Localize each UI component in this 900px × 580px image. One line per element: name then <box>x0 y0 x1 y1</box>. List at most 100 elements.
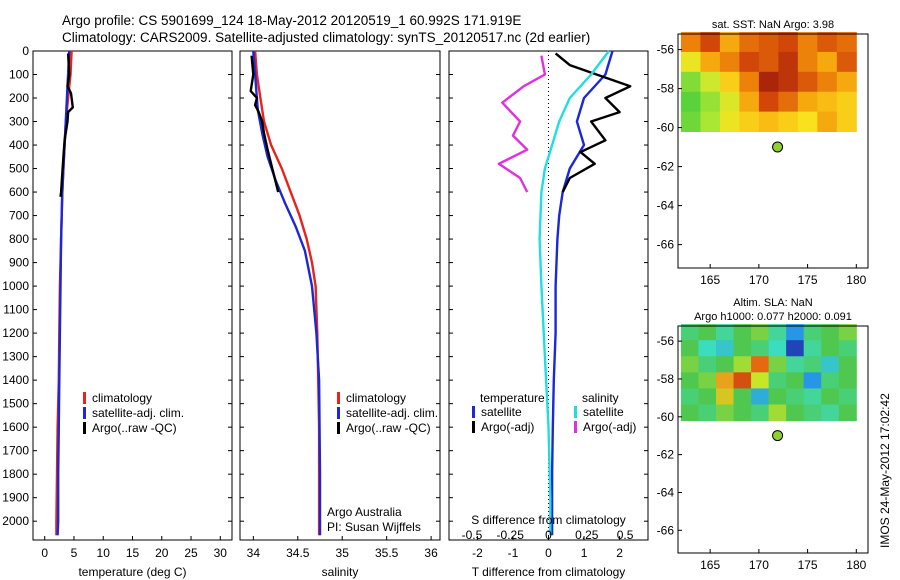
legend-entry: satellite <box>481 405 522 419</box>
heatmap-cell <box>836 51 857 73</box>
legend-swatch <box>83 422 86 434</box>
heatmap-cell <box>733 356 752 373</box>
heatmap-cell <box>719 51 740 73</box>
y-tick-label: -66 <box>657 523 675 537</box>
x-axis-label: temperature (deg C) <box>78 565 186 579</box>
x-tick-label: 170 <box>749 273 769 287</box>
x-tick-label: 25 <box>184 546 198 560</box>
heatmap-cell <box>680 91 701 113</box>
heatmap-cell <box>838 404 857 422</box>
x-tick-label: 10 <box>97 546 111 560</box>
heatmap-cell <box>680 340 699 357</box>
heatmap-cell <box>680 388 699 406</box>
heatmap-cell <box>700 111 721 132</box>
temperature-profile-panel: 0 5 10 15 20 25 300100200300400500600700800900… <box>2 44 233 579</box>
heatmap-cell <box>786 340 805 357</box>
legend-swatch <box>83 407 86 419</box>
legend-entry: Argo(-adj) <box>583 420 636 434</box>
heatmap-cell <box>680 71 701 93</box>
y-tick-label: -56 <box>657 334 675 348</box>
series-line <box>253 50 321 536</box>
heatmap-cell <box>797 32 818 53</box>
heatmap-cell <box>817 32 838 53</box>
heatmap-cell <box>821 388 840 406</box>
y-tick-label: 2000 <box>2 514 29 528</box>
heatmap-cell <box>768 372 787 389</box>
y-tick-label: 100 <box>9 68 29 82</box>
y-tick-label: -58 <box>657 372 675 386</box>
salinity-profile-panel: 34 34.5 35 35.5 36 salinity climatologysatelli… <box>239 50 441 579</box>
x-tick-label: -1 <box>508 546 519 560</box>
heatmap-cell <box>751 324 770 341</box>
imos-timestamp: IMOS 24-May-2012 17:02:42 <box>878 393 892 548</box>
heatmap-cell <box>719 32 740 53</box>
legend-swatch <box>472 406 475 418</box>
heatmap-cell <box>751 404 770 422</box>
y-tick-label: -60 <box>657 410 675 424</box>
heatmap-cell <box>716 388 735 406</box>
y-tick-label: -66 <box>657 238 675 252</box>
legend-swatch <box>337 392 340 404</box>
y-tick-label: 300 <box>9 115 29 129</box>
argo-position-marker <box>772 141 784 153</box>
heatmap-cell <box>786 356 805 373</box>
x-axis-label: salinity <box>322 565 359 579</box>
x-axis-label: T difference from climatology <box>472 565 626 579</box>
x-tick-label: 30 <box>214 546 228 560</box>
x-tick-label: 34 <box>247 546 261 560</box>
heatmap-cell <box>778 71 799 93</box>
heatmap-cell <box>698 356 717 373</box>
y-tick-label: 1700 <box>2 444 29 458</box>
secondary-tick-label: 0.25 <box>575 528 599 542</box>
heatmap-cell <box>716 372 735 389</box>
heatmap-cell <box>836 111 857 132</box>
heatmap-cell <box>751 356 770 373</box>
x-tick-label: 180 <box>846 273 866 287</box>
heatmap-cell <box>758 32 779 53</box>
y-tick-label: 1600 <box>2 420 29 434</box>
heatmap-cell <box>838 372 857 389</box>
y-tick-label: 200 <box>9 91 29 105</box>
legend-swatch <box>472 421 475 433</box>
heatmap-cell <box>803 356 822 373</box>
heatmap-cell <box>836 91 857 113</box>
y-tick-label: 1100 <box>3 303 29 317</box>
y-tick-label: 1900 <box>2 491 29 505</box>
heatmap-cell <box>803 404 822 422</box>
heatmap-cell <box>719 71 740 93</box>
legend-swatch <box>337 422 340 434</box>
secondary-tick-label: 0.5 <box>617 528 634 542</box>
legend-swatch <box>337 407 340 419</box>
heatmap-cell <box>751 388 770 406</box>
heatmap-cell <box>836 71 857 93</box>
y-tick-label: 400 <box>9 138 29 152</box>
legend-entry: climatology <box>92 391 152 405</box>
legend-entry: Argo(..raw -QC) <box>346 421 431 435</box>
heatmap-cell <box>768 324 787 341</box>
series-line <box>249 55 280 193</box>
figure-title-line1: Argo profile: CS 5901699_124 18-May-2012… <box>62 13 521 28</box>
x-tick-label: 1 <box>581 546 588 560</box>
y-tick-label: -64 <box>657 199 675 213</box>
legend-swatch <box>83 392 86 404</box>
y-tick-label: -62 <box>657 160 675 174</box>
legend-swatch <box>574 421 577 433</box>
heatmap-cell <box>739 32 760 53</box>
heatmap-cell <box>803 388 822 406</box>
heatmap-cell <box>716 356 735 373</box>
heatmap-cell <box>698 324 717 341</box>
heatmap-cell <box>751 372 770 389</box>
x-tick-label: 0 <box>545 546 552 560</box>
heatmap-cell <box>680 51 701 73</box>
x-tick-label: 165 <box>700 273 720 287</box>
heatmap-cell <box>680 111 701 132</box>
heatmap-cell <box>758 51 779 73</box>
y-tick-label: 0 <box>22 44 29 58</box>
heatmap-cell <box>817 111 838 132</box>
heatmap-cell <box>733 372 752 389</box>
heatmap-cell <box>739 111 760 132</box>
x-tick-label: 0 <box>41 546 48 560</box>
heatmap-cell <box>698 388 717 406</box>
legend-group-title: temperature <box>480 391 545 405</box>
x-tick-label: -2 <box>472 546 483 560</box>
